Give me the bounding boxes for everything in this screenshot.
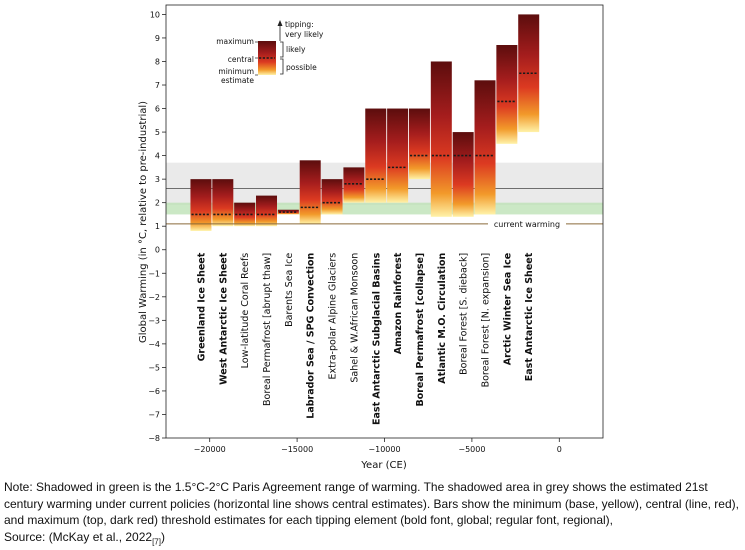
y-tick-label-15: −5 [148, 363, 160, 372]
legend-possible: possible [286, 63, 317, 72]
legend-estimate: estimate [221, 76, 254, 85]
bar-label-5: Labrador Sea / SPG Convection [306, 253, 317, 419]
y-tick-label-8: 2 [155, 199, 160, 208]
bar-label-13: Boreal Forest [N. expansion] [481, 253, 492, 388]
x-tick-label-3: −5000 [458, 445, 485, 454]
y-tick-label-16: −6 [148, 387, 160, 396]
bar-11 [430, 61, 452, 217]
bar-label-4: Barents Sea Ice [284, 253, 295, 327]
y-tick-label-11: −1 [148, 269, 160, 278]
bar-8 [365, 108, 387, 203]
y-tick-label-4: 6 [155, 105, 160, 114]
y-tick-label-2: 8 [155, 57, 160, 66]
bar-label-14: Arctic Winter Sea Ice [502, 253, 513, 366]
source-ref: [7] [152, 536, 161, 546]
bar-0 [190, 179, 212, 231]
bar-7 [343, 167, 365, 203]
bar-label-8: East Antarctic Subglacial Basins [371, 252, 382, 425]
legend-central: central [228, 55, 254, 64]
bar-3 [256, 195, 278, 227]
source-prefix: Source: (McKay et al., 2022 [4, 529, 153, 544]
bar-label-7: Sahel & W.African Monsoon [349, 253, 360, 383]
y-tick-label-17: −7 [148, 410, 160, 419]
bar-9 [387, 108, 409, 203]
legend-likely: likely [286, 45, 306, 54]
y-tick-label-3: 7 [155, 81, 160, 90]
x-tick-label-2: −10000 [368, 445, 400, 454]
legend-very-likely: very likely [285, 30, 324, 39]
y-tick-label-13: −3 [148, 316, 160, 325]
note-text: Note: Shadowed in green is the 1.5°C-2°C… [4, 480, 739, 527]
x-tick-label-0: −20000 [194, 445, 226, 454]
bar-label-11: Atlantic M.O. Circulation [437, 253, 448, 384]
source-line: Source: (McKay et al., 2022[7]) [4, 529, 742, 550]
legend-minimum: minimum [218, 67, 254, 76]
bar-5 [299, 160, 321, 224]
central-markers [191, 72, 539, 216]
bar-14 [496, 45, 518, 144]
bar-12 [452, 132, 474, 217]
bar-labels: Greenland Ice Sheet West Antarctic Ice Sh… [196, 252, 535, 425]
bar-label-10: Boreal Permafrost [collapse] [415, 253, 426, 407]
x-tick-label-4: 0 [557, 445, 562, 454]
axes: current warming109876543210−1−2−3−4−5−6−… [148, 4, 604, 454]
y-tick-label-14: −4 [148, 340, 160, 349]
tipping-points-chart: current warming109876543210−1−2−3−4−5−6−… [138, 4, 604, 471]
x-axis-label: Year (CE) [360, 460, 407, 471]
y-tick-label-6: 4 [155, 152, 160, 161]
y-axis-label: Global Warming (in °C, relative to pre-i… [138, 101, 149, 343]
bar-label-12: Boreal Forest [S. dieback] [459, 253, 470, 375]
x-tick-label-1: −15000 [281, 445, 313, 454]
legend-possible-bracket [280, 58, 284, 75]
legend-arrow-head [277, 20, 283, 26]
y-tick-label-12: −2 [148, 293, 160, 302]
bar-label-2: Low-latitude Coral Reefs [240, 253, 251, 369]
bar-10 [408, 108, 430, 180]
legend-tipping: tipping: [285, 20, 314, 29]
y-tick-label-9: 1 [155, 222, 160, 231]
chart-note: Note: Shadowed in green is the 1.5°C-2°C… [4, 479, 742, 550]
legend-likely-bracket [280, 41, 284, 58]
bar-label-1: West Antarctic Ice Sheet [218, 252, 229, 385]
current-warming-label: current warming [494, 220, 560, 229]
bar-1 [212, 179, 234, 227]
bar-label-3: Boreal Permafrost [abrupt thaw] [262, 253, 273, 406]
bar-label-15: East Antarctic Ice Sheet [524, 252, 535, 381]
bar-label-9: Amazon Rainforest [393, 252, 404, 354]
source-suffix: ) [160, 529, 165, 544]
y-tick-label-7: 3 [155, 175, 160, 184]
bar-label-0: Greenland Ice Sheet [196, 252, 207, 361]
bar-6 [321, 179, 343, 215]
legend-maximum: maximum [216, 37, 254, 46]
green-paris-band [166, 202, 603, 215]
y-tick-label-10: 0 [155, 246, 160, 255]
y-tick-label-5: 5 [155, 128, 160, 137]
bar-13 [474, 80, 496, 215]
y-tick-label-1: 9 [155, 34, 160, 43]
y-tick-label-18: −8 [148, 434, 160, 443]
y-tick-label-0: 10 [150, 10, 160, 19]
bar-label-6: Extra-polar Alpine Glaciers [328, 253, 339, 380]
